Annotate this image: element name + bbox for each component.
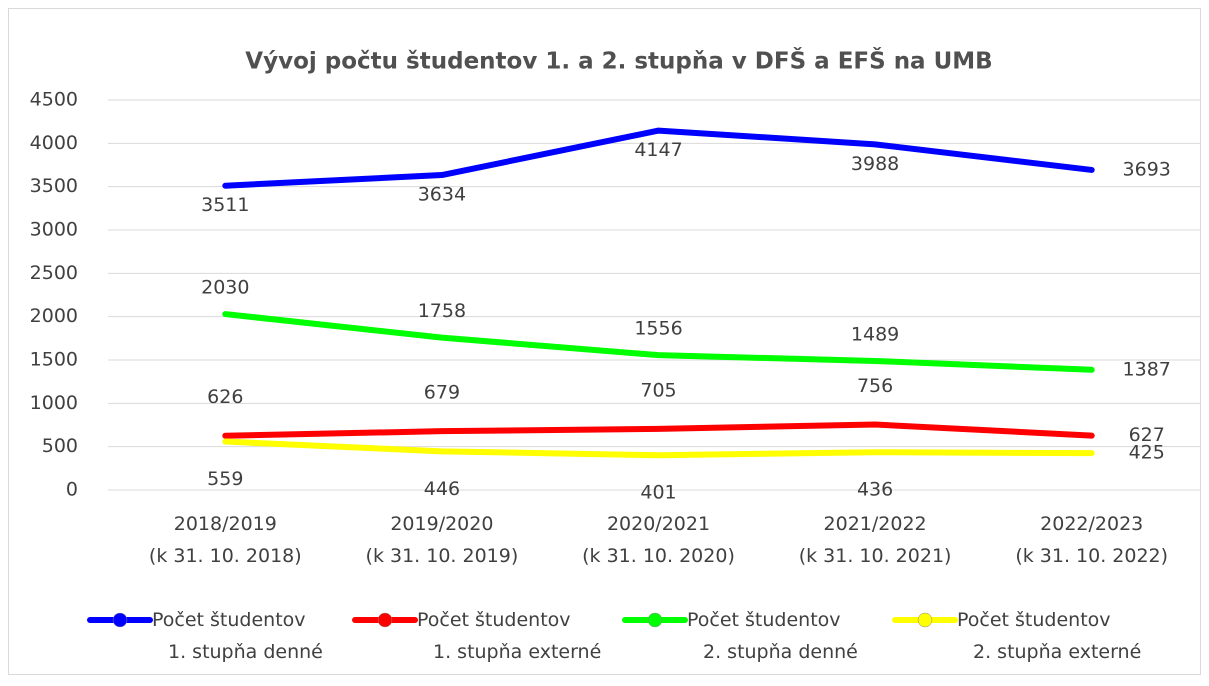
data-label: 401	[640, 482, 676, 504]
legend-label: Počet študentov 2. stupňa externé	[957, 609, 1141, 663]
x-tick-label: 2021/2022 (k 31. 10. 2021)	[799, 513, 952, 567]
chart-title: Vývoj počtu študentov 1. a 2. stupňa v D…	[245, 47, 992, 75]
data-label: 3988	[851, 153, 899, 175]
chart-border	[8, 8, 1201, 675]
y-tick-label: 4500	[30, 89, 78, 111]
data-label: 2030	[201, 277, 249, 299]
y-tick-label: 0	[66, 479, 78, 501]
legend-label: Počet študentov 1. stupňa denné	[152, 609, 323, 663]
data-label: 756	[857, 375, 893, 397]
y-tick-label: 2000	[30, 305, 78, 327]
legend-marker	[917, 612, 933, 628]
series-line	[222, 311, 1095, 373]
data-label: 1556	[634, 318, 682, 340]
y-tick-label: 500	[42, 435, 78, 457]
x-tick-label: 2018/2019 (k 31. 10. 2018)	[149, 513, 302, 567]
data-label: 1387	[1123, 358, 1171, 380]
data-label: 446	[424, 478, 460, 500]
data-label: 626	[207, 386, 243, 408]
series-line	[222, 127, 1095, 189]
y-tick-label: 1500	[30, 349, 78, 371]
data-label: 559	[207, 468, 243, 490]
data-label: 3511	[201, 194, 249, 216]
data-label: 3634	[418, 184, 466, 206]
y-tick-label: 1000	[30, 392, 78, 414]
data-label: 425	[1129, 442, 1165, 464]
data-label: 627	[1129, 424, 1165, 446]
data-label: 705	[640, 379, 676, 401]
series-line	[222, 421, 1095, 439]
legend-label: Počet študentov 2. stupňa denné	[687, 609, 858, 663]
data-label: 1489	[851, 323, 899, 345]
x-tick-label: 2022/2023 (k 31. 10. 2022)	[1015, 513, 1168, 567]
y-tick-label: 2500	[30, 262, 78, 284]
legend-marker	[377, 612, 393, 628]
data-label: 679	[424, 382, 460, 404]
legend-marker	[112, 612, 128, 628]
data-label: 3693	[1123, 158, 1171, 180]
legend-label: Počet študentov 1. stupňa externé	[417, 609, 601, 663]
x-tick-label: 2020/2021 (k 31. 10. 2020)	[582, 513, 735, 567]
y-tick-label: 3500	[30, 175, 78, 197]
data-label: 1758	[418, 300, 466, 322]
legend-marker	[647, 612, 663, 628]
data-label: 4147	[634, 139, 682, 161]
series-line	[222, 438, 1095, 459]
x-tick-label: 2019/2020 (k 31. 10. 2019)	[366, 513, 519, 567]
y-tick-label: 3000	[30, 219, 78, 241]
data-label: 436	[857, 479, 893, 501]
y-tick-label: 4000	[30, 132, 78, 154]
